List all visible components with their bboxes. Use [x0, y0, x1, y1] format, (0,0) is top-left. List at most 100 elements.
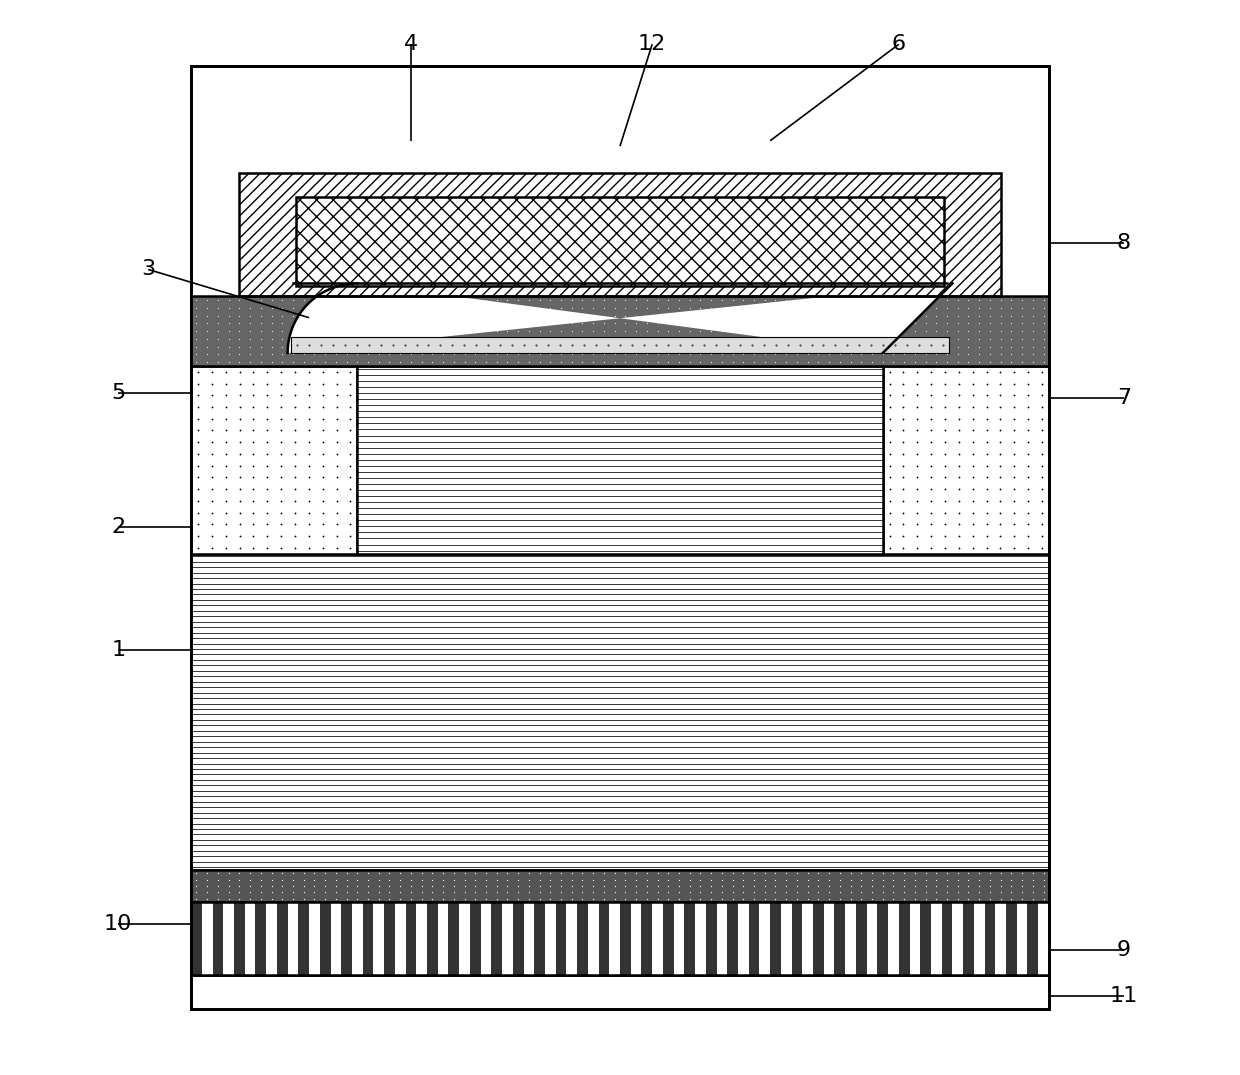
Bar — [309, 902, 321, 975]
Bar — [717, 902, 728, 975]
Bar — [973, 902, 986, 975]
Text: 2: 2 — [112, 517, 125, 536]
Bar — [277, 902, 289, 975]
Bar — [288, 902, 299, 975]
Bar — [491, 902, 503, 975]
Bar — [652, 902, 663, 975]
Bar — [191, 902, 1049, 975]
Bar — [920, 902, 932, 975]
Bar — [706, 902, 718, 975]
Bar — [212, 902, 224, 975]
Bar — [191, 902, 203, 975]
Bar — [599, 902, 610, 975]
Bar — [867, 902, 878, 975]
Bar — [373, 902, 386, 975]
Text: 5: 5 — [112, 383, 125, 403]
Bar — [299, 902, 310, 975]
Bar — [941, 902, 954, 975]
Bar — [813, 902, 825, 975]
Bar — [577, 902, 589, 975]
Bar — [191, 297, 1049, 366]
Text: 8: 8 — [1117, 232, 1131, 253]
Bar — [459, 902, 471, 975]
Bar — [759, 902, 771, 975]
Text: 3: 3 — [141, 259, 155, 280]
Bar — [1028, 902, 1039, 975]
Bar — [239, 173, 1001, 297]
Text: 7: 7 — [1117, 388, 1131, 408]
Bar — [523, 902, 536, 975]
Bar — [427, 902, 439, 975]
Bar — [781, 902, 792, 975]
Polygon shape — [288, 284, 952, 353]
Bar — [191, 870, 1049, 902]
Bar — [996, 902, 1007, 975]
Bar — [384, 902, 396, 975]
Bar — [609, 902, 621, 975]
Bar — [556, 902, 568, 975]
Bar — [588, 902, 600, 975]
Bar — [738, 902, 750, 975]
Bar — [534, 902, 546, 975]
Bar — [320, 902, 331, 975]
Bar — [791, 902, 804, 975]
Bar — [663, 902, 675, 975]
Bar — [802, 902, 815, 975]
Bar — [696, 902, 707, 975]
Bar — [449, 902, 460, 975]
Bar — [191, 975, 1049, 1009]
Bar — [846, 902, 857, 975]
Bar — [952, 902, 965, 975]
Text: 11: 11 — [1110, 987, 1138, 1006]
Bar — [631, 902, 642, 975]
Bar — [770, 902, 782, 975]
Bar — [191, 66, 1049, 1009]
Bar — [513, 902, 525, 975]
Bar — [470, 902, 481, 975]
Bar — [963, 902, 975, 975]
Bar — [909, 902, 921, 975]
Bar — [888, 902, 900, 975]
Bar — [684, 902, 696, 975]
Bar — [331, 902, 342, 975]
Bar — [341, 902, 353, 975]
Text: 12: 12 — [639, 34, 666, 54]
Text: 1: 1 — [112, 640, 125, 660]
Bar — [244, 902, 257, 975]
Bar — [727, 902, 739, 975]
Bar — [357, 366, 883, 554]
Bar — [823, 902, 836, 975]
Bar — [296, 197, 944, 286]
Bar — [481, 902, 492, 975]
Bar — [267, 902, 278, 975]
Bar — [502, 902, 513, 975]
Bar — [352, 902, 363, 975]
Bar — [394, 902, 407, 975]
Bar — [191, 554, 1049, 870]
Bar — [234, 902, 246, 975]
Text: 9: 9 — [1117, 941, 1131, 960]
Bar — [191, 297, 1049, 366]
Text: 10: 10 — [104, 914, 133, 933]
Bar — [567, 902, 578, 975]
Bar — [985, 902, 997, 975]
Bar — [191, 902, 1049, 975]
Bar — [405, 902, 418, 975]
Bar — [749, 902, 760, 975]
Bar — [544, 902, 557, 975]
Bar — [883, 366, 1049, 554]
Bar — [673, 902, 686, 975]
Bar — [1038, 902, 1050, 975]
Bar — [362, 902, 374, 975]
Bar — [641, 902, 653, 975]
Bar — [417, 902, 428, 975]
Bar — [191, 366, 357, 554]
Bar — [620, 902, 632, 975]
Bar — [202, 902, 213, 975]
Bar — [1017, 902, 1028, 975]
Bar — [291, 336, 949, 353]
Bar — [899, 902, 910, 975]
Bar — [255, 902, 268, 975]
Bar — [191, 66, 1049, 1009]
Bar — [931, 902, 942, 975]
